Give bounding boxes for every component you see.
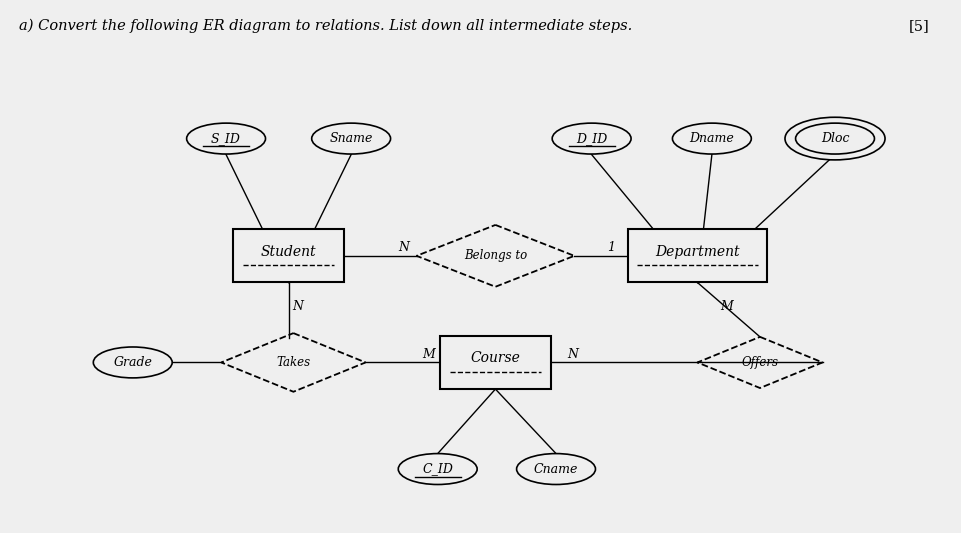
- Text: N: N: [398, 241, 409, 254]
- Text: Offers: Offers: [741, 356, 777, 369]
- Bar: [439, 336, 550, 389]
- Text: Takes: Takes: [276, 356, 310, 369]
- Text: [5]: [5]: [908, 19, 929, 33]
- Text: M: M: [421, 348, 434, 361]
- Text: S_ID: S_ID: [210, 132, 241, 145]
- Ellipse shape: [552, 123, 630, 154]
- Ellipse shape: [186, 123, 265, 154]
- Text: 1: 1: [606, 241, 614, 254]
- Ellipse shape: [672, 123, 751, 154]
- Ellipse shape: [784, 117, 884, 160]
- Text: Department: Department: [654, 245, 739, 259]
- Bar: [233, 229, 344, 282]
- Text: Cname: Cname: [533, 463, 578, 475]
- Ellipse shape: [93, 347, 172, 378]
- Text: Grade: Grade: [113, 356, 152, 369]
- Text: Dloc: Dloc: [820, 132, 849, 145]
- Text: a) Convert the following ER diagram to relations. List down all intermediate ste: a) Convert the following ER diagram to r…: [19, 19, 631, 33]
- Ellipse shape: [398, 454, 477, 484]
- Text: C_ID: C_ID: [422, 463, 453, 475]
- Text: Belongs to: Belongs to: [463, 249, 527, 262]
- Ellipse shape: [795, 123, 874, 154]
- Text: Course: Course: [470, 351, 520, 365]
- Text: M: M: [719, 300, 732, 313]
- Ellipse shape: [516, 454, 595, 484]
- Text: Dname: Dname: [689, 132, 733, 145]
- Text: Student: Student: [260, 245, 316, 259]
- Bar: [627, 229, 767, 282]
- Text: D_ID: D_ID: [576, 132, 606, 145]
- Text: N: N: [566, 348, 578, 361]
- Ellipse shape: [311, 123, 390, 154]
- Text: N: N: [292, 300, 304, 313]
- Text: Sname: Sname: [329, 132, 373, 145]
